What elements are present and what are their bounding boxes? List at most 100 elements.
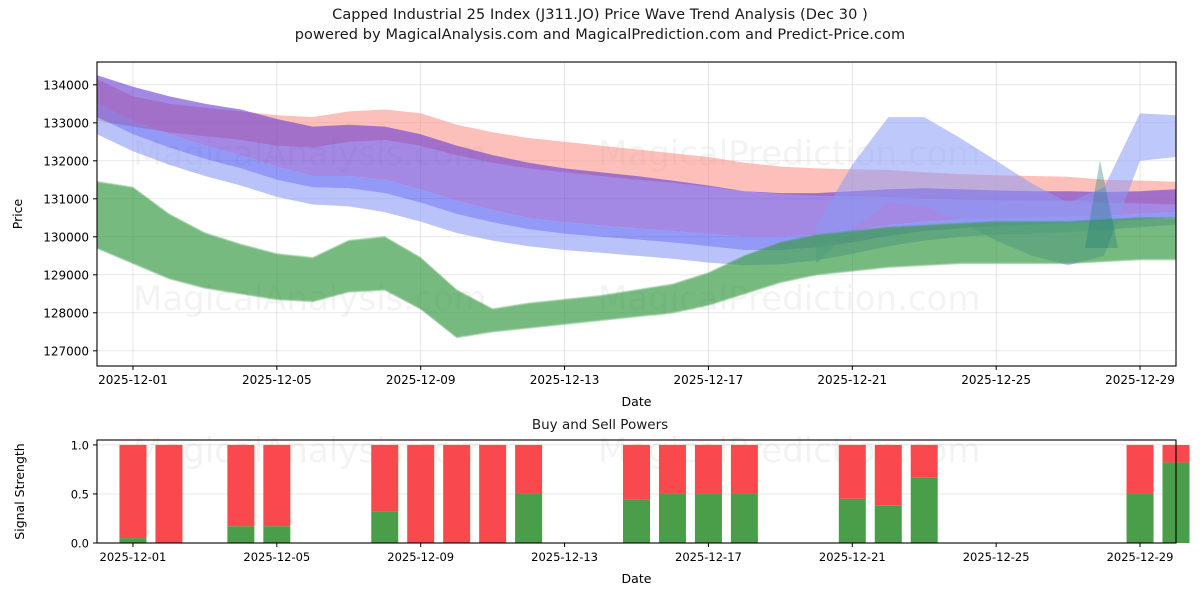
- bar-sell-segment: [407, 444, 435, 543]
- bar-x-axis-label: Date: [622, 571, 652, 586]
- price-band-green-wave-band: [97, 181, 1176, 338]
- price-band-green-wave-band: [97, 181, 1176, 337]
- price-y-tick-label: 129000: [43, 268, 89, 282]
- price-axes-frame: [96, 61, 1177, 367]
- watermark-magicalanalysis: MagicalAnalysis.com: [133, 279, 487, 319]
- bar-buy-segment: [694, 493, 722, 543]
- bar-group: [407, 444, 435, 543]
- bar-group: [694, 444, 722, 543]
- price-band-teal-spike: [1085, 160, 1118, 248]
- price-chart-panel: MagicalAnalysis.com MagicalPrediction.com…: [10, 61, 1177, 409]
- bar-x-tick-label: 2025-12-25: [963, 550, 1030, 564]
- price-band-green-wave-band: [97, 180, 1176, 337]
- bar-buy-segment: [874, 505, 902, 543]
- bar-sell-segment: [515, 444, 543, 494]
- price-y-tick-label: 130000: [43, 230, 89, 244]
- bar-buy-segment: [623, 499, 650, 543]
- price-band-green-wave-band: [97, 182, 1176, 339]
- bar-sell-segment: [155, 444, 183, 543]
- bar-buy-segment: [227, 526, 255, 543]
- price-y-axis-label: Price: [10, 198, 25, 229]
- bar-axes-frame: [96, 439, 1177, 544]
- price-x-tick-label: 2025-12-01: [98, 373, 168, 387]
- price-band-lower-support-band: [97, 117, 1176, 266]
- bar-group: [443, 444, 471, 543]
- bar-x-tick-label: 2025-12-09: [387, 550, 454, 564]
- bar-buy-segment: [263, 526, 291, 543]
- bar-buy-segment: [910, 477, 938, 543]
- bar-y-tick-label: 0.5: [71, 487, 89, 501]
- price-x-axis-label: Date: [622, 394, 652, 409]
- price-x-tick-label: 2025-12-25: [961, 373, 1031, 387]
- bar-sell-segment: [730, 444, 758, 494]
- bar-buy-segment: [838, 498, 866, 543]
- price-x-tick-label: 2025-12-13: [530, 373, 600, 387]
- title-line-1: Capped Industrial 25 Index (J311.JO) Pri…: [332, 7, 868, 23]
- bar-sell-segment: [227, 444, 255, 527]
- price-y-tick-label: 128000: [43, 306, 89, 320]
- bar-x-tick-label: 2025-12-01: [100, 550, 167, 564]
- price-band-mid-blue-band: [97, 103, 1176, 251]
- bar-group: [838, 444, 866, 543]
- bar-y-tick-label: 0.0: [71, 537, 89, 551]
- price-y-tick-label: 133000: [43, 116, 89, 130]
- price-y-tick-label: 127000: [43, 344, 89, 358]
- bar-buy-segment: [1126, 493, 1154, 543]
- bar-group: [155, 444, 183, 543]
- buy-sell-powers-title: Buy and Sell Powers: [531, 417, 669, 433]
- price-y-tick-label: 132000: [43, 154, 89, 168]
- price-band-green-wave-band: [97, 182, 1176, 338]
- bar-x-tick-label: 2025-12-17: [675, 550, 742, 564]
- price-x-tick-label: 2025-12-17: [674, 373, 744, 387]
- price-x-tick-label: 2025-12-21: [817, 373, 887, 387]
- price-y-tick-label: 134000: [43, 78, 89, 92]
- bar-group: [227, 444, 255, 543]
- bar-y-tick-label: 1.0: [71, 438, 89, 452]
- bar-sell-segment: [443, 444, 471, 543]
- watermark-magicalprediction: MagicalPrediction.com: [598, 279, 981, 319]
- bar-sell-segment: [119, 444, 147, 539]
- bar-group: [910, 444, 938, 543]
- bar-group: [371, 444, 399, 543]
- bar-group: [479, 444, 507, 543]
- bar-buy-segment: [658, 493, 686, 543]
- price-x-tick-label: 2025-12-29: [1105, 373, 1175, 387]
- bar-group: [623, 444, 650, 543]
- price-band-green-wave-band: [97, 182, 1176, 339]
- bar-group: [119, 444, 147, 543]
- bar-sell-segment: [479, 444, 507, 543]
- price-x-tick-label: 2025-12-09: [386, 373, 456, 387]
- bar-x-tick-label: 2025-12-29: [1107, 550, 1174, 564]
- price-band-forecast-wedge-upper: [816, 113, 1176, 266]
- bar-group: [658, 444, 686, 543]
- price-band-green-wave-band: [97, 181, 1176, 338]
- bar-group: [730, 444, 758, 543]
- title-line-2: powered by MagicalAnalysis.com and Magic…: [294, 26, 906, 43]
- bar-sell-segment: [838, 444, 866, 499]
- bar-sell-segment: [658, 444, 686, 494]
- bar-sell-segment: [1126, 444, 1154, 494]
- bar-sell-segment: [263, 444, 291, 527]
- bar-x-tick-label: 2025-12-05: [243, 550, 310, 564]
- bar-sell-segment: [371, 444, 399, 512]
- bar-group: [515, 444, 543, 543]
- bar-group: [263, 444, 291, 543]
- bar-group: [1126, 444, 1154, 543]
- price-x-tick-label: 2025-12-05: [242, 373, 312, 387]
- bar-buy-segment: [119, 538, 147, 543]
- buy-sell-chart-panel: MagicalAnalysis.comMagicalPrediction.com…: [12, 431, 1190, 586]
- bar-x-tick-label: 2025-12-21: [819, 550, 886, 564]
- bar-sell-segment: [694, 444, 722, 494]
- bar-sell-segment: [874, 444, 902, 506]
- bar-y-axis-label: Signal Strength: [12, 443, 27, 539]
- figure-title: Capped Industrial 25 Index (J311.JO) Pri…: [0, 6, 1200, 45]
- bar-buy-segment: [730, 493, 758, 543]
- bar-sell-segment: [910, 444, 938, 478]
- price-y-tick-label: 131000: [43, 192, 89, 206]
- bar-buy-segment: [515, 493, 543, 543]
- bar-group: [874, 444, 902, 543]
- bar-x-tick-label: 2025-12-13: [531, 550, 598, 564]
- bar-buy-segment: [371, 511, 399, 543]
